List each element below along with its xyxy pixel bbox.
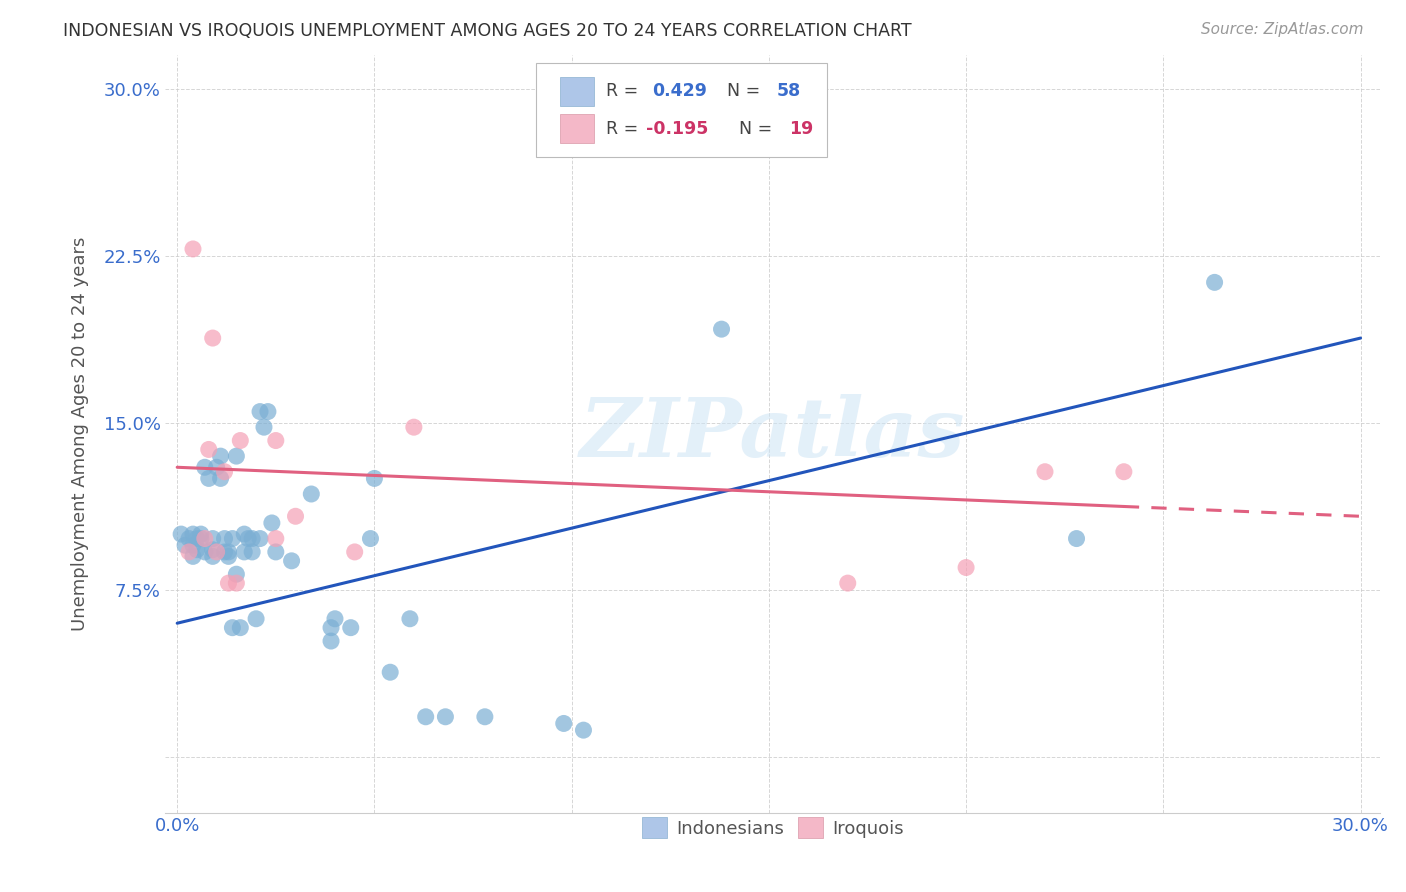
Text: 19: 19	[789, 120, 813, 137]
Point	[190, 532, 212, 546]
Point	[205, 545, 228, 559]
Bar	[560, 77, 595, 105]
Legend: Indonesians, Iroquois: Indonesians, Iroquois	[634, 810, 911, 846]
Point	[399, 612, 422, 626]
Text: N =: N =	[716, 82, 765, 100]
Text: N =: N =	[728, 120, 778, 137]
Point	[229, 434, 252, 448]
Point	[710, 322, 733, 336]
Bar	[560, 114, 595, 143]
Point	[221, 621, 243, 635]
Point	[181, 549, 204, 564]
FancyBboxPatch shape	[536, 62, 828, 157]
Point	[284, 509, 307, 524]
Point	[233, 545, 256, 559]
Point	[194, 545, 217, 559]
Point	[837, 576, 859, 591]
Point	[955, 560, 977, 574]
Point	[257, 404, 280, 418]
Point	[280, 554, 302, 568]
Point	[181, 242, 204, 256]
Point	[170, 527, 193, 541]
Point	[260, 516, 283, 530]
Point	[319, 621, 342, 635]
Point	[225, 567, 247, 582]
Point	[218, 545, 240, 559]
Point	[253, 420, 276, 434]
Point	[1066, 532, 1088, 546]
Point	[194, 460, 217, 475]
Text: 58: 58	[776, 82, 800, 100]
Y-axis label: Unemployment Among Ages 20 to 24 years: Unemployment Among Ages 20 to 24 years	[72, 236, 89, 631]
Point	[319, 634, 342, 648]
Point	[359, 532, 381, 546]
Point	[264, 545, 287, 559]
Text: -0.195: -0.195	[647, 120, 709, 137]
Point	[233, 527, 256, 541]
Point	[402, 420, 425, 434]
Point	[209, 471, 232, 485]
Point	[190, 527, 212, 541]
Point	[186, 532, 208, 546]
Point	[249, 404, 271, 418]
Point	[229, 621, 252, 635]
Point	[177, 532, 200, 546]
Point	[214, 545, 236, 559]
Point	[343, 545, 366, 559]
Point	[218, 549, 240, 564]
Point	[415, 710, 437, 724]
Point	[572, 723, 595, 738]
Point	[1204, 276, 1226, 290]
Point	[339, 621, 361, 635]
Point	[197, 471, 219, 485]
Point	[214, 465, 236, 479]
Text: R =: R =	[606, 82, 644, 100]
Text: ZIPatlas: ZIPatlas	[581, 394, 966, 474]
Point	[221, 532, 243, 546]
Text: INDONESIAN VS IROQUOIS UNEMPLOYMENT AMONG AGES 20 TO 24 YEARS CORRELATION CHART: INDONESIAN VS IROQUOIS UNEMPLOYMENT AMON…	[63, 22, 912, 40]
Point	[214, 532, 236, 546]
Point	[201, 549, 224, 564]
Point	[264, 532, 287, 546]
Point	[323, 612, 346, 626]
Point	[225, 449, 247, 463]
Point	[201, 542, 224, 557]
Point	[174, 538, 197, 552]
Point	[201, 532, 224, 546]
Point	[225, 576, 247, 591]
Point	[201, 331, 224, 345]
Point	[209, 449, 232, 463]
Point	[264, 434, 287, 448]
Point	[553, 716, 575, 731]
Point	[299, 487, 322, 501]
Text: Source: ZipAtlas.com: Source: ZipAtlas.com	[1201, 22, 1364, 37]
Point	[194, 532, 217, 546]
Point	[474, 710, 496, 724]
Point	[1112, 465, 1135, 479]
Point	[240, 545, 263, 559]
Point	[205, 460, 228, 475]
Point	[197, 442, 219, 457]
Point	[363, 471, 385, 485]
Point	[177, 545, 200, 559]
Point	[240, 532, 263, 546]
Point	[181, 527, 204, 541]
Point	[249, 532, 271, 546]
Point	[238, 532, 260, 546]
Point	[380, 665, 402, 680]
Point	[434, 710, 457, 724]
Point	[218, 576, 240, 591]
Text: R =: R =	[606, 120, 644, 137]
Point	[186, 542, 208, 557]
Point	[1033, 465, 1056, 479]
Point	[181, 538, 204, 552]
Text: 0.429: 0.429	[652, 82, 707, 100]
Point	[245, 612, 267, 626]
